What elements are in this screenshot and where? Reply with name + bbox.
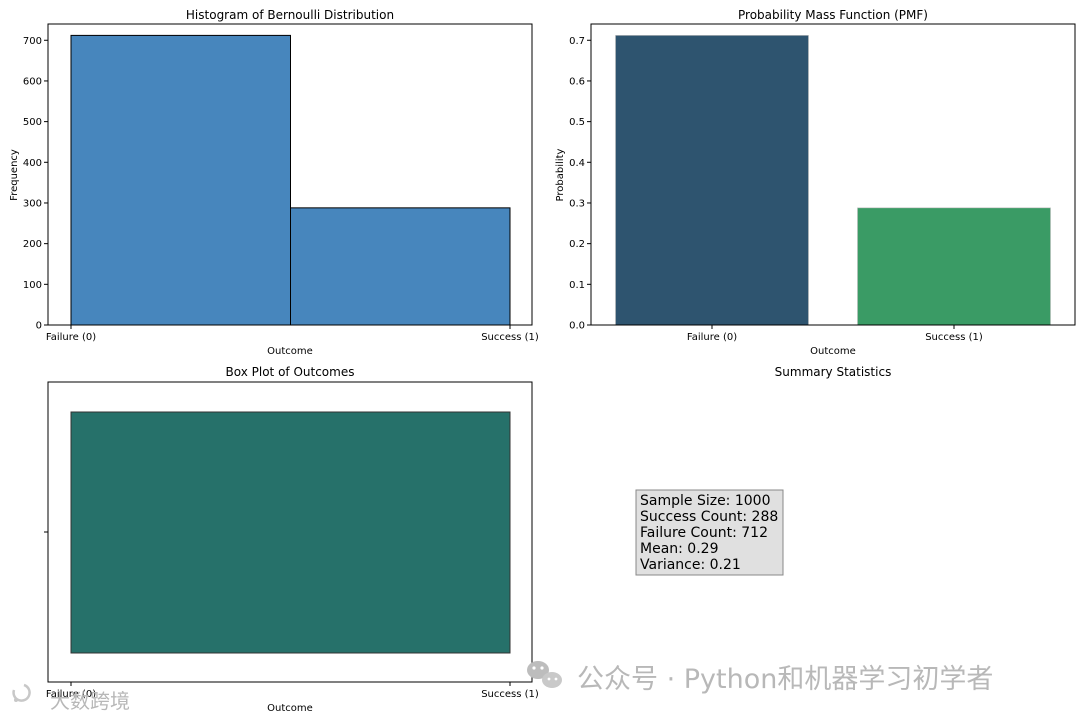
pmf-bar-failure xyxy=(615,35,809,326)
pmf-title: Probability Mass Function (PMF) xyxy=(738,8,928,22)
watermark-right-text: 公众号 · Python和机器学习初学者 xyxy=(577,664,993,695)
pmf-ytick-label: 0.4 xyxy=(569,158,585,169)
summary-line-variance: Variance: 0.21 xyxy=(640,557,741,573)
brand-logo-icon xyxy=(12,683,31,702)
pmf-ylabel: Probability xyxy=(555,148,566,201)
summary-box xyxy=(635,489,784,576)
histogram-ytick-label: 600 xyxy=(23,76,42,87)
boxplot-xtick-success: Success (1) xyxy=(481,689,539,700)
histogram-xtick-failure: Failure (0) xyxy=(46,332,96,343)
histogram-bar-failure xyxy=(70,34,291,326)
summary-line-success-count: Success Count: 288 xyxy=(640,509,778,525)
histogram-title: Histogram of Bernoulli Distribution xyxy=(186,8,394,22)
pmf-axes-frame xyxy=(590,23,1076,326)
summary-title: Summary Statistics xyxy=(775,365,892,379)
boxplot-title: Box Plot of Outcomes xyxy=(226,365,355,379)
histogram-xlabel: Outcome xyxy=(267,346,313,357)
pmf-ytick-label: 0.7 xyxy=(569,36,585,47)
pmf-bar-success xyxy=(857,207,1051,326)
pmf-ytick-label: 0.5 xyxy=(569,117,585,128)
boxplot-xtick-failure: Failure (0) xyxy=(46,689,96,700)
histogram-ylabel: Frequency xyxy=(9,149,20,201)
pmf-ytick-label: 0.3 xyxy=(569,198,585,209)
histogram-ytick-label: 500 xyxy=(23,117,42,128)
pmf-xlabel: Outcome xyxy=(810,346,856,357)
pmf-ytick-label: 0.0 xyxy=(569,321,585,332)
summary-panel: Summary Statistics Sample Size: 1000 Suc… xyxy=(635,365,892,576)
summary-line-mean: Mean: 0.29 xyxy=(640,541,718,557)
pmf-ytick-label: 0.6 xyxy=(569,76,585,87)
histogram-panel: Histogram of Bernoulli Distribution 0 100… xyxy=(9,8,539,357)
histogram-axes-frame xyxy=(47,23,533,326)
pmf-ytick-label: 0.1 xyxy=(569,280,585,291)
pmf-xtick-failure: Failure (0) xyxy=(687,332,737,343)
histogram-xtick-success: Success (1) xyxy=(481,332,539,343)
histogram-ytick-label: 200 xyxy=(23,239,42,250)
histogram-ytick-label: 100 xyxy=(23,280,42,291)
watermark-left-text: 大数跨境 xyxy=(50,689,130,713)
histogram-ytick-label: 300 xyxy=(23,198,42,209)
histogram-bar-success xyxy=(290,207,511,326)
boxplot-panel: Box Plot of Outcomes Failure (0) Success… xyxy=(44,365,539,714)
boxplot-box xyxy=(70,411,511,654)
histogram-ytick-label: 700 xyxy=(23,36,42,47)
wechat-icon xyxy=(527,661,562,688)
watermark-left: 大数跨境 xyxy=(12,683,130,713)
pmf-xtick-success: Success (1) xyxy=(925,332,983,343)
histogram-ytick-label: 400 xyxy=(23,158,42,169)
watermark-right: 公众号 · Python和机器学习初学者 xyxy=(527,661,993,695)
pmf-panel: Probability Mass Function (PMF) 0.0 0.1 0.… xyxy=(555,8,1076,357)
pmf-ytick-label: 0.2 xyxy=(569,239,585,250)
summary-line-sample-size: Sample Size: 1000 xyxy=(640,493,770,509)
summary-line-failure-count: Failure Count: 712 xyxy=(640,525,768,541)
boxplot-xlabel: Outcome xyxy=(267,703,313,714)
histogram-ytick-label: 0 xyxy=(36,321,42,332)
